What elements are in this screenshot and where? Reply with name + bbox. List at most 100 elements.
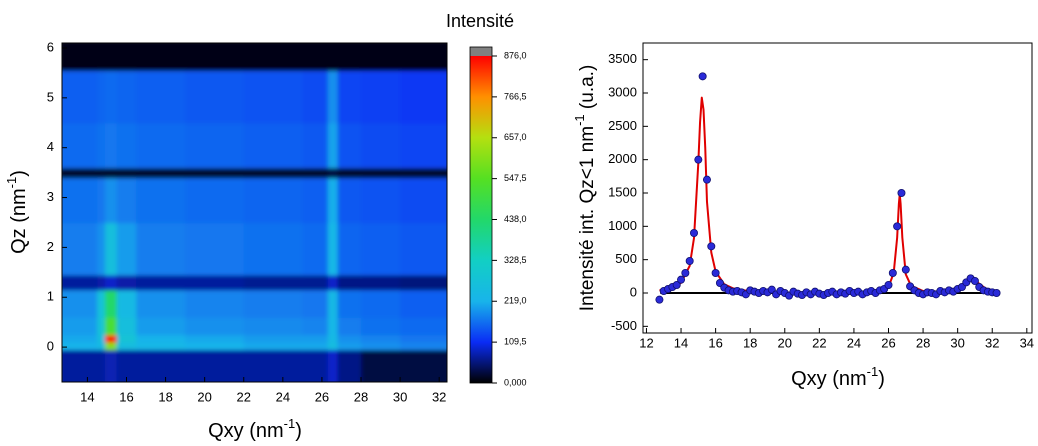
heatmap-cell — [327, 349, 339, 382]
heatmap-cell — [62, 222, 98, 276]
heatmap-cell — [400, 274, 447, 291]
heatmap-cell — [361, 349, 401, 382]
heatmap-cell — [104, 317, 118, 336]
heatmap-cell — [302, 70, 329, 124]
heatmap-cell — [243, 317, 303, 336]
heatmap-cell — [243, 274, 303, 291]
data-point — [702, 175, 711, 184]
heatmap-cell — [337, 317, 362, 336]
y-axis-label-text: Qz (nm — [8, 188, 30, 254]
heatmap-cell — [243, 70, 303, 124]
heatmap-cell — [327, 70, 339, 124]
heatmap-cell — [104, 70, 118, 124]
colorbar-tick-label: 0,000 — [504, 377, 527, 387]
heatmap-cell — [327, 222, 339, 276]
heatmap-cell — [62, 43, 98, 72]
heatmap-cell — [185, 289, 245, 318]
heatmap-cell — [337, 167, 362, 179]
y-tick-label: 1 — [47, 289, 54, 304]
heatmap-cell — [104, 43, 118, 72]
heatmap-cell — [302, 342, 329, 351]
heatmap-cells — [62, 43, 447, 382]
x-tick-label: 32 — [432, 389, 446, 404]
colorbar-tick-label: 219,0 — [504, 296, 527, 306]
heatmap-cell — [400, 342, 447, 351]
colorbar-tick-label: 328,5 — [504, 255, 527, 265]
y-axis-label: Intensité int. Qz<1 nm-1 (u.a.) — [572, 65, 598, 312]
heatmap-cell — [243, 334, 303, 343]
heatmap-cell — [400, 177, 447, 224]
data-point — [893, 222, 902, 231]
heatmap-cell — [361, 177, 401, 224]
y-tick-label: 3 — [47, 189, 54, 204]
heatmap-cell — [361, 289, 401, 318]
heatmap-cell — [361, 122, 401, 169]
data-point — [707, 242, 716, 251]
data-point — [970, 276, 979, 285]
heatmap-cell — [243, 222, 303, 276]
y-axis-label-sup: -1 — [4, 177, 19, 189]
heatmap-cell — [104, 342, 118, 351]
heatmap-cell — [302, 349, 329, 382]
heatmap-cell — [302, 43, 329, 72]
heatmap-cell — [302, 177, 329, 224]
heatmap-cell — [136, 222, 186, 276]
data-point — [655, 295, 664, 304]
y-tick-label: 6 — [47, 39, 54, 54]
colorbar-tick-label: 876,0 — [504, 50, 527, 60]
heatmap-cell — [104, 334, 118, 343]
data-point — [681, 268, 690, 277]
x-tick-label: 22 — [237, 389, 251, 404]
heatmap-cell — [361, 70, 401, 124]
heatmap-cell — [97, 317, 106, 336]
y-tick-label: 2500 — [608, 118, 637, 133]
colorbar-tick-label: 109,5 — [504, 337, 527, 347]
heatmap-cell — [361, 342, 401, 351]
heatmap-cell — [327, 274, 339, 291]
heatmap-cell — [302, 334, 329, 343]
x-tick-label: 14 — [674, 335, 688, 350]
x-tick-label: 24 — [276, 389, 290, 404]
data-point — [888, 268, 897, 277]
y-tick-label: 3500 — [608, 51, 637, 66]
heatmap-cell — [185, 167, 245, 179]
heatmap-cell — [62, 349, 98, 382]
heatmap-cell — [97, 342, 106, 351]
x-axis-label: Qxy (nm-1) — [791, 364, 885, 390]
heatmap-cell — [62, 317, 98, 336]
x-tick-label: 30 — [393, 389, 407, 404]
heatmap-cell — [62, 70, 98, 124]
heatmap-cell — [185, 274, 245, 291]
y-axis-label-end: ) — [8, 170, 30, 177]
heatmap-cell — [97, 70, 106, 124]
heatmap-cell — [185, 349, 245, 382]
heatmap-cell — [337, 274, 362, 291]
heatmap-cell — [97, 222, 106, 276]
heatmap-cell — [185, 317, 245, 336]
series-line — [659, 96, 1000, 294]
colorbar-frame — [469, 46, 493, 384]
y-tick-label: 3000 — [608, 84, 637, 99]
heatmap-cell — [327, 43, 339, 72]
colorbar-tick-label: 438,0 — [504, 214, 527, 224]
heatmap-cell — [136, 349, 186, 382]
heatmap-cell — [136, 342, 186, 351]
heatmap-cell — [327, 177, 339, 224]
heatmap-cell — [136, 334, 186, 343]
heatmap-cell — [327, 317, 339, 336]
data-point — [685, 256, 694, 265]
heatmap-cell — [337, 177, 362, 224]
heatmap-cell — [400, 43, 447, 72]
heatmap-cell — [243, 167, 303, 179]
x-tick-label: 20 — [778, 335, 792, 350]
heatmap-cell — [136, 317, 186, 336]
heatmap-cell — [185, 342, 245, 351]
x-tick-label: 18 — [743, 335, 757, 350]
x-tick-label: 22 — [812, 335, 826, 350]
heatmap-cell — [62, 289, 98, 318]
x-tick-label: 26 — [315, 389, 329, 404]
heatmap-cell — [361, 317, 401, 336]
y-tick-label: 4 — [47, 139, 54, 154]
heatmap-cell — [185, 122, 245, 169]
